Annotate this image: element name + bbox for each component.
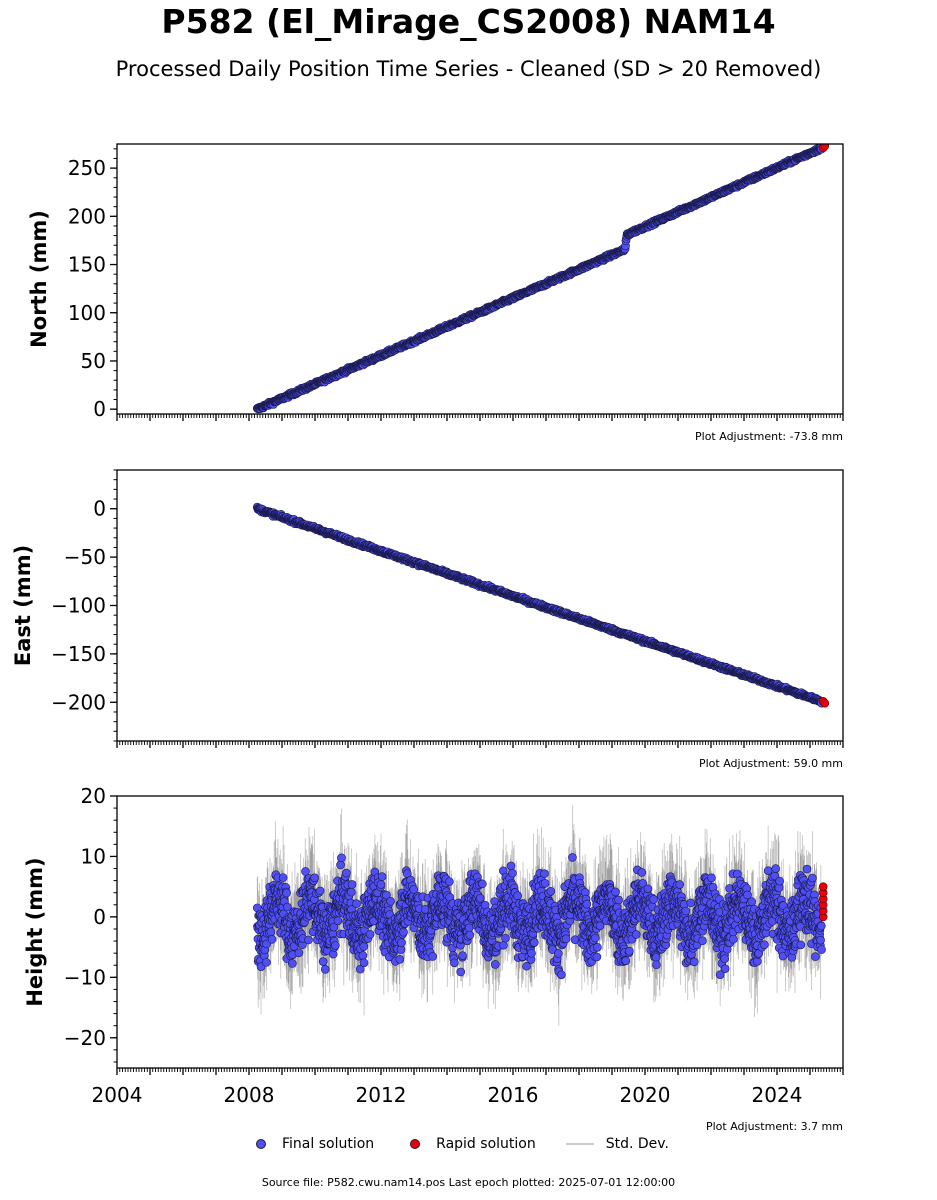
chart-title: P582 (El_Mirage_CS2008) NAM14 — [161, 2, 776, 41]
final-point — [294, 948, 304, 958]
final-point — [262, 958, 271, 967]
axes-frame-east — [116, 469, 844, 742]
y-axis-label: North (mm) — [27, 210, 51, 348]
final-points-height — [252, 853, 826, 980]
plot-adjustment-label: Plot Adjustment: -73.8 mm — [695, 430, 843, 443]
y-tick-label: 250 — [68, 156, 106, 180]
final-point — [329, 922, 339, 932]
final-point — [320, 965, 330, 974]
plot-area-north — [252, 144, 830, 414]
plot-area-east — [252, 502, 830, 708]
final-point — [266, 927, 276, 937]
y-tick-label: −150 — [51, 642, 106, 666]
plot-area-height — [252, 805, 828, 1026]
final-point — [318, 957, 328, 966]
y-tick-label: 150 — [68, 253, 106, 277]
y-tick-label: 200 — [68, 204, 106, 228]
y-tick-label: −50 — [64, 545, 106, 569]
final-point — [337, 853, 346, 863]
chart-subtitle: Processed Daily Position Time Series - C… — [115, 57, 822, 81]
y-tick-label: 0 — [93, 397, 106, 421]
final-point — [336, 860, 345, 870]
final-point — [310, 873, 319, 883]
final-point — [282, 888, 291, 898]
final-point — [267, 935, 277, 944]
y-tick-label: 100 — [68, 301, 106, 325]
y-tick-label: 0 — [93, 497, 106, 521]
y-axis-label: East (mm) — [11, 545, 35, 666]
final-point — [301, 867, 310, 876]
final-point — [315, 886, 325, 896]
panel-north: 0 50 100 150 200 250 North (mm) Plot Adjustment… — [27, 143, 844, 443]
y-tick-label: −100 — [51, 594, 106, 618]
final-points-north — [252, 144, 826, 414]
rapid-point — [820, 698, 830, 708]
y-tick-label: −200 — [51, 690, 106, 714]
rapid-point — [820, 144, 830, 151]
final-point — [287, 959, 297, 968]
final-point — [304, 935, 313, 945]
panel-east: −200 −150 −100 −50 0 East (mm) Plot Adjustment… — [11, 469, 844, 770]
y-tick-label: 50 — [81, 349, 106, 373]
final-points-east — [252, 502, 826, 708]
final-point — [333, 916, 343, 926]
final-point — [283, 902, 292, 912]
plot-adjustment-label: Plot Adjustment: 59.0 mm — [699, 757, 843, 770]
final-point — [278, 873, 288, 882]
final-point — [331, 941, 340, 950]
